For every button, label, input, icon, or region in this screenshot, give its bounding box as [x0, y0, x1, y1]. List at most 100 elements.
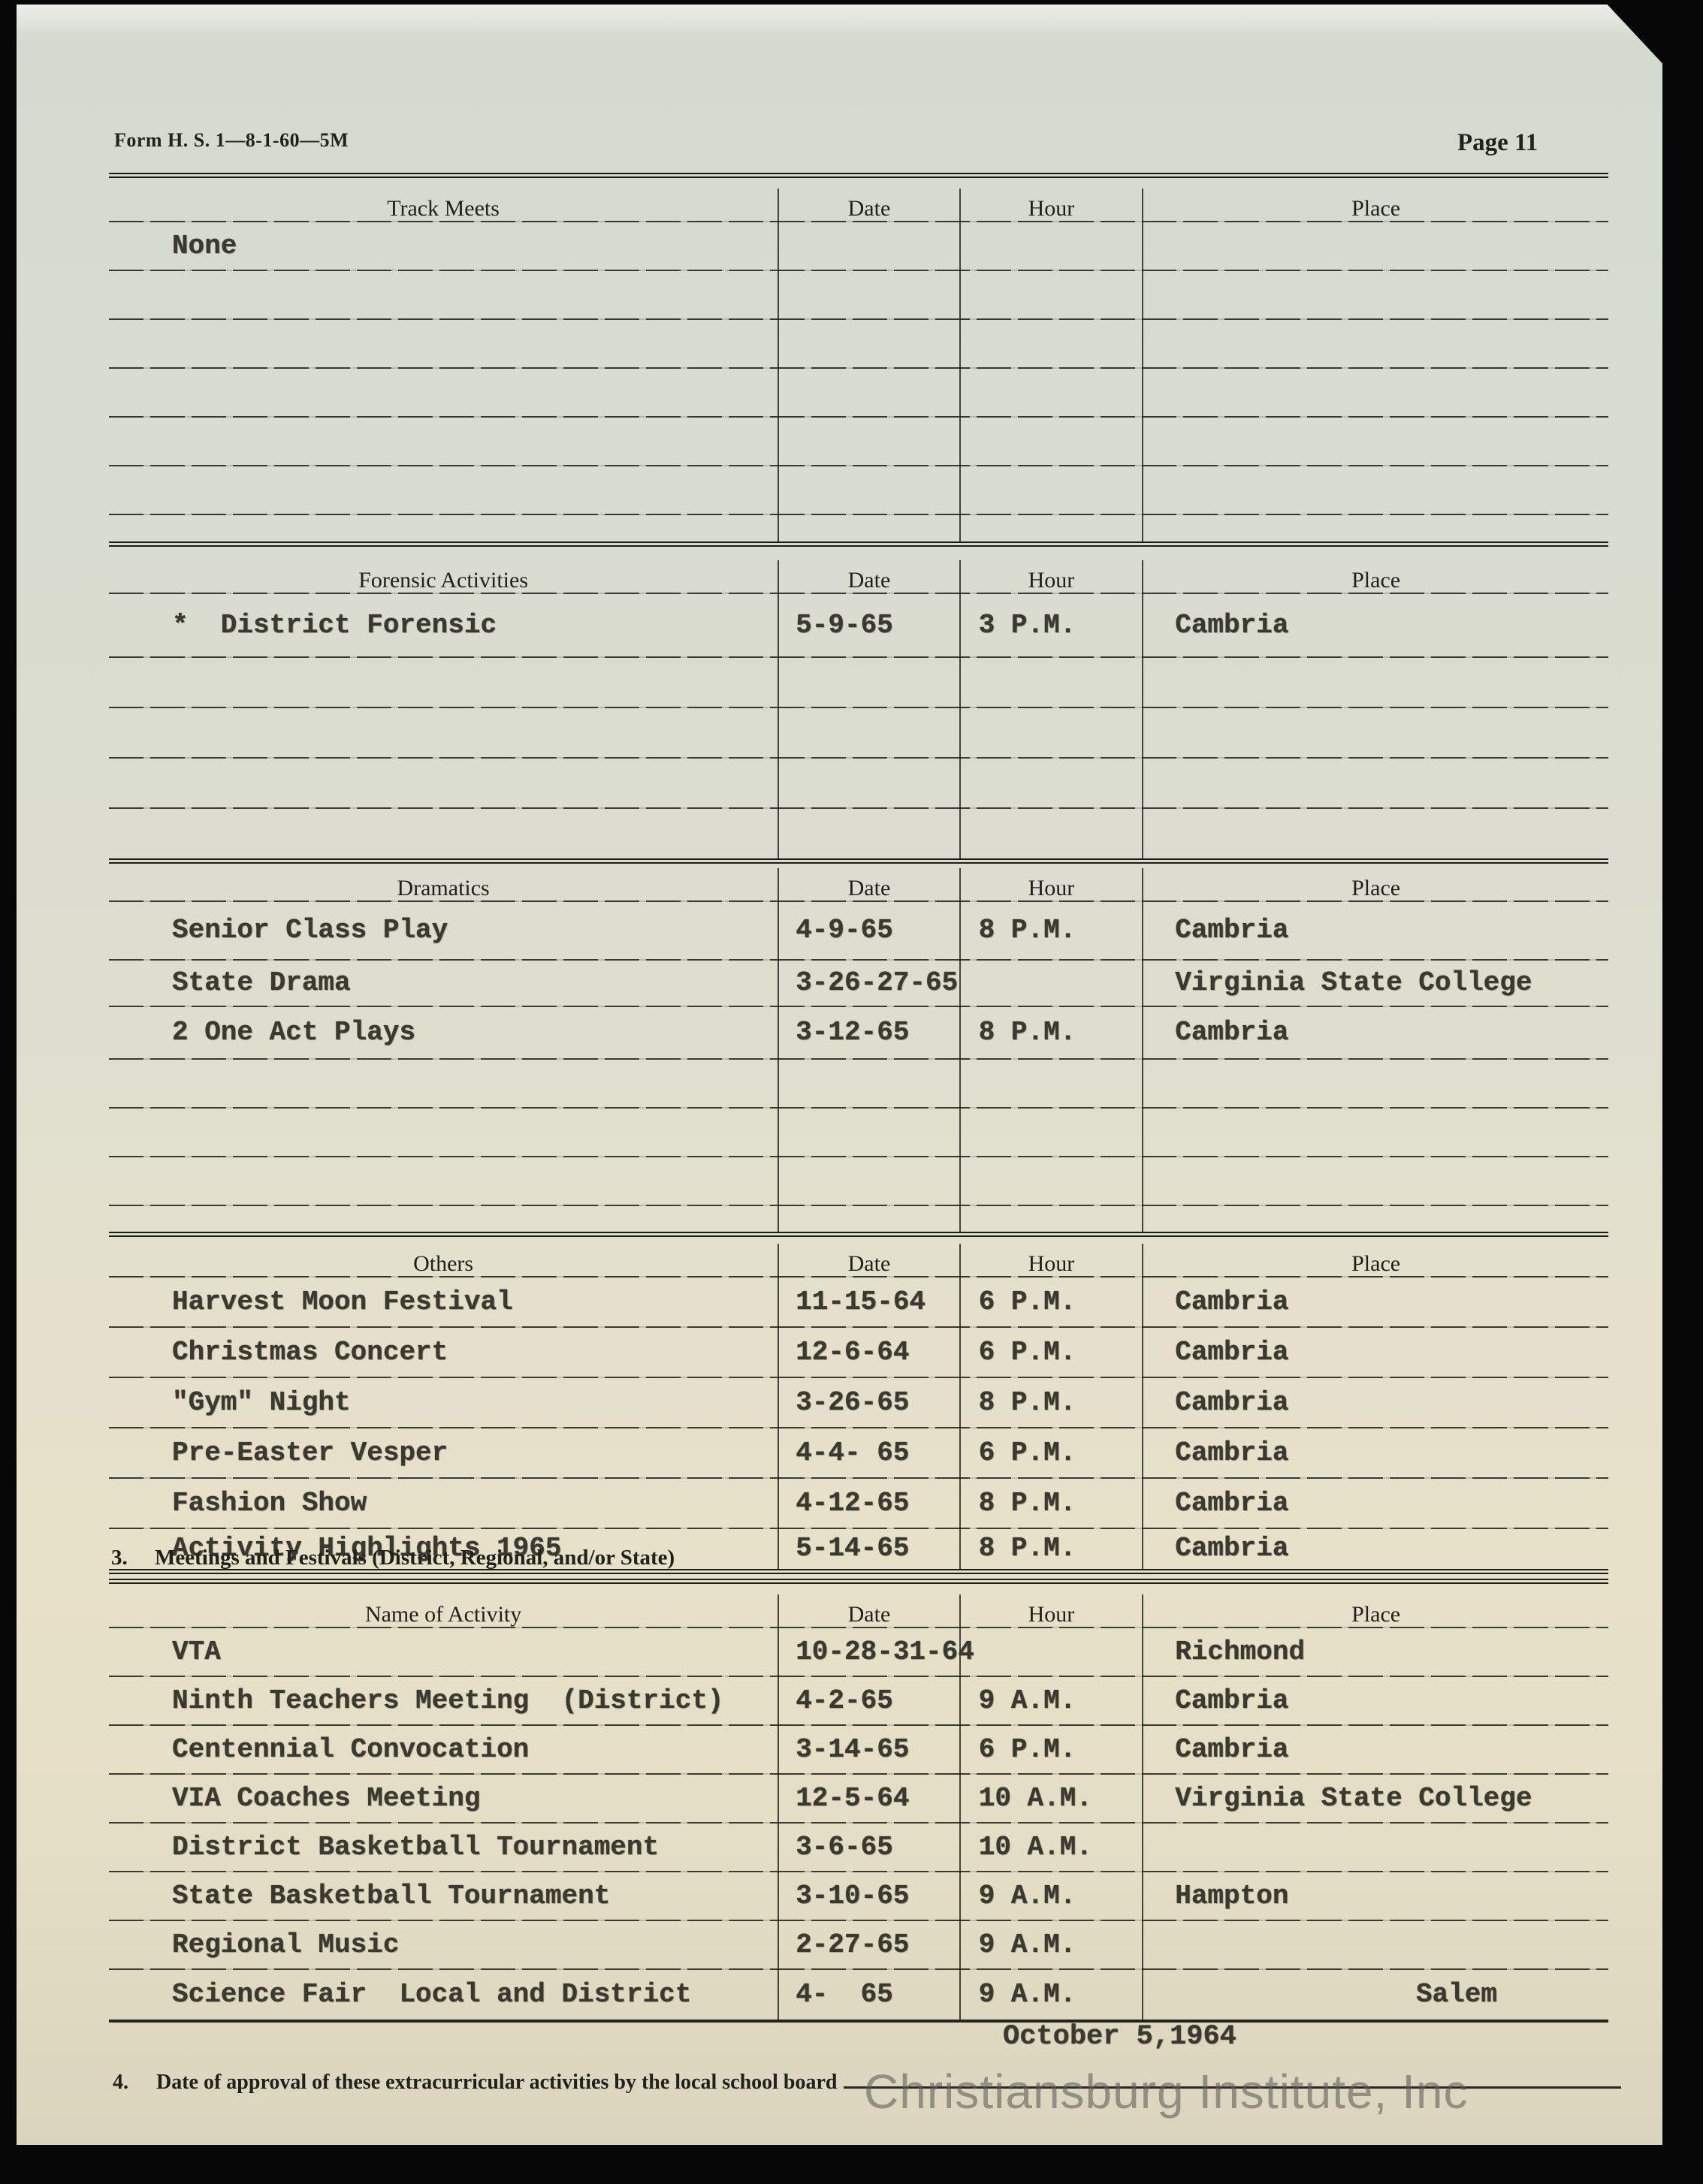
activity-cell: Senior Class Play — [109, 901, 780, 960]
hour-cell: 8 P.M. — [961, 1528, 1144, 1569]
hour-cell: 6 P.M. — [961, 1725, 1144, 1774]
place-cell: Virginia State College — [1175, 1782, 1532, 1814]
hour-cell: 9 A.M. — [961, 1920, 1144, 1969]
place-cell: Virginia State College — [1175, 967, 1532, 998]
header-row-track-meets: Track Meets Date Hour Place — [109, 178, 1608, 222]
table-row — [109, 758, 1608, 809]
table-row — [109, 368, 1608, 418]
date-cell: 4-9-65 — [779, 901, 961, 960]
place-cell: Cambria — [1175, 1336, 1289, 1368]
hour-cell — [961, 1157, 1144, 1205]
column-header-place: Place — [1351, 1602, 1401, 1627]
place-cell: Cambria — [1175, 1017, 1289, 1048]
place-cell — [1143, 1823, 1608, 1872]
column-header-others: Others — [109, 1244, 780, 1277]
hour-cell: 8 P.M. — [961, 901, 1144, 960]
hour-cell — [961, 1627, 1144, 1676]
scan-border-top — [0, 0, 1703, 5]
date-cell — [779, 270, 961, 319]
hour-cell: 10 A.M. — [961, 1774, 1144, 1823]
section-track-meets: Track Meets Date Hour Place None — [109, 173, 1608, 541]
date-cell — [779, 657, 961, 707]
hour-cell — [961, 657, 1144, 707]
activity-cell — [109, 417, 780, 466]
header-row-dramatics: Dramatics Date Hour Place — [109, 864, 1608, 902]
hour-cell — [961, 466, 1144, 514]
table-row — [109, 417, 1608, 466]
table-row: District Basketball Tournament 3-6-65 10 A… — [109, 1823, 1608, 1872]
place-cell: Cambria — [1175, 609, 1289, 641]
column-header-hour: Hour — [961, 868, 1144, 901]
date-cell: 4-2-65 — [779, 1676, 961, 1725]
activity-cell: "Gym" Night — [109, 1377, 780, 1428]
table-row: * District Forensic 5-9-65 3 P.M. Cambria — [109, 593, 1608, 658]
activity-cell: Ninth Teachers Meeting (District) — [109, 1676, 780, 1725]
activity-cell — [109, 707, 780, 758]
activity-cell — [109, 1157, 780, 1205]
hour-cell — [961, 758, 1144, 808]
column-header-hour: Hour — [961, 1244, 1144, 1277]
table-row: State Basketball Tournament 3-10-65 9 A.M.… — [109, 1872, 1608, 1921]
table-row — [109, 319, 1608, 369]
hour-cell: 8 P.M. — [961, 1006, 1144, 1059]
column-header-hour: Hour — [961, 1594, 1144, 1627]
table-row: Fashion Show 4-12-65 8 P.M. Cambria — [109, 1478, 1608, 1529]
table-row — [109, 1059, 1608, 1109]
column-header-dramatics: Dramatics — [109, 868, 780, 901]
activity-cell — [109, 1108, 780, 1157]
table-row: Activity Highlights 1965 5-14-65 8 P.M. Cam… — [109, 1528, 1608, 1569]
place-cell: Cambria — [1175, 1286, 1289, 1317]
column-header-track-meets: Track Meets — [109, 189, 780, 222]
hour-cell: 9 A.M. — [961, 1969, 1144, 2020]
activity-cell: District Basketball Tournament — [109, 1823, 780, 1872]
section-3-heading: 3. Meetings and Festivals (District, Reg… — [111, 1546, 1606, 1570]
activity-cell: State Basketball Tournament — [109, 1872, 780, 1920]
activity-cell: VTA — [109, 1627, 780, 1676]
date-cell — [779, 758, 961, 808]
section-4-label: Date of approval of these extracurricula… — [156, 2071, 838, 2094]
approval-date-line — [843, 2061, 1621, 2089]
activity-cell: Regional Music — [109, 1920, 780, 1969]
hour-cell — [961, 707, 1144, 758]
place-cell — [1143, 808, 1608, 858]
table-row: Christmas Concert 12-6-64 6 P.M. Cambria — [109, 1327, 1608, 1378]
date-cell: 4- 65 — [779, 1969, 961, 2020]
place-cell — [1143, 1059, 1608, 1108]
activity-cell: Science Fair Local and District — [109, 1969, 780, 2020]
column-header-date: Date — [779, 560, 961, 593]
activity-cell — [109, 657, 780, 707]
place-cell — [1143, 707, 1608, 758]
date-cell — [779, 466, 961, 514]
column-header-place: Place — [1351, 876, 1401, 900]
activity-cell: Christmas Concert — [109, 1327, 780, 1377]
date-cell: 12-6-64 — [779, 1327, 961, 1377]
place-cell — [1143, 368, 1608, 417]
table-row: VIA Coaches Meeting 12-5-64 10 A.M. Virgini… — [109, 1774, 1608, 1824]
table-row — [109, 270, 1608, 320]
hour-cell: 8 P.M. — [961, 1377, 1144, 1428]
activity-cell — [109, 808, 780, 858]
date-cell — [779, 707, 961, 758]
section-others: Others Date Hour Place Harvest Moon Festival… — [109, 1232, 1608, 1574]
hour-cell — [961, 1059, 1144, 1108]
header-row-others: Others Date Hour Place — [109, 1237, 1608, 1278]
date-cell — [779, 808, 961, 858]
scan-border-bottom — [0, 2145, 1703, 2184]
hour-cell — [961, 417, 1144, 466]
date-cell — [779, 222, 961, 270]
page-number: Page 11 — [1457, 129, 1538, 156]
place-cell — [1143, 514, 1608, 541]
place-cell — [1143, 270, 1608, 319]
hour-cell — [961, 808, 1144, 858]
column-header-meetings-festivals: Name of Activity — [109, 1594, 780, 1627]
form-number: Form H. S. 1—8-1-60—5M — [114, 129, 349, 151]
date-cell: 11-15-64 — [779, 1277, 961, 1327]
column-header-hour: Hour — [961, 189, 1144, 222]
column-header-hour: Hour — [961, 560, 1144, 593]
date-cell: 3-26-65 — [779, 1377, 961, 1428]
table-row: Senior Class Play 4-9-65 8 P.M. Cambria — [109, 901, 1608, 961]
date-cell: 5-9-65 — [779, 593, 961, 657]
place-cell: Salem — [1415, 1978, 1497, 2010]
place-cell — [1143, 657, 1608, 707]
